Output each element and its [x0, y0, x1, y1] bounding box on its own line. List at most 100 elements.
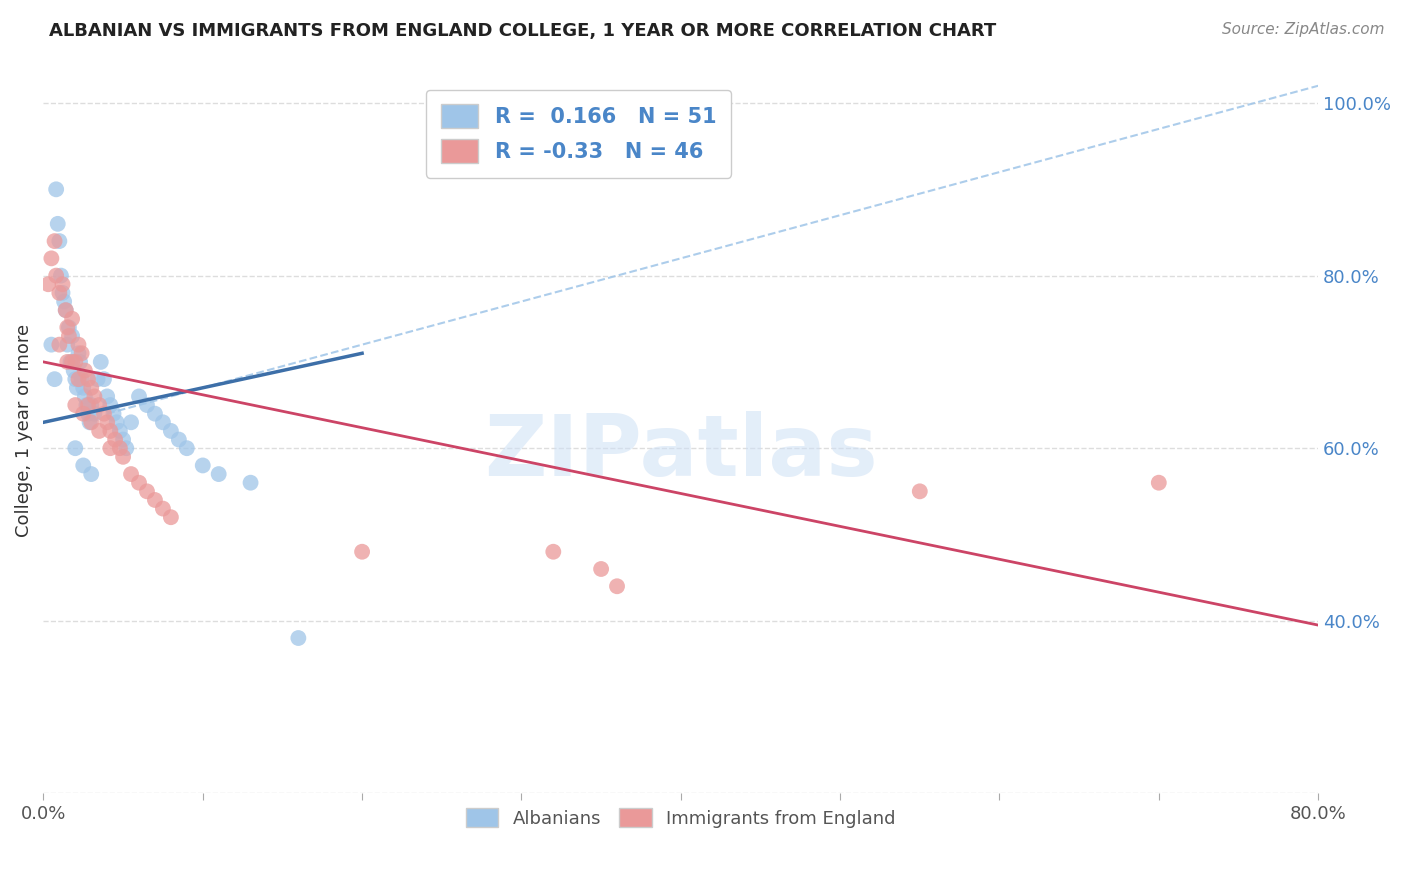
Point	[143, 492, 166, 507]
Point	[152, 415, 174, 429]
Point	[160, 424, 183, 438]
Point	[80, 398, 103, 412]
Point	[75, 398, 97, 412]
Point	[93, 407, 115, 421]
Point	[51, 277, 73, 292]
Point	[46, 217, 69, 231]
Point	[136, 484, 159, 499]
Point	[103, 407, 125, 421]
Point	[49, 268, 72, 283]
Point	[77, 407, 100, 421]
Point	[72, 458, 94, 473]
Point	[89, 424, 111, 438]
Y-axis label: College, 1 year or more: College, 1 year or more	[15, 325, 32, 538]
Point	[60, 311, 83, 326]
Point	[239, 475, 262, 490]
Point	[86, 372, 108, 386]
Point	[136, 398, 159, 412]
Legend: Albanians, Immigrants from England: Albanians, Immigrants from England	[458, 801, 903, 835]
Point	[89, 398, 111, 412]
Point	[58, 320, 80, 334]
Point	[115, 441, 138, 455]
Point	[80, 467, 103, 481]
Point	[48, 337, 70, 351]
Point	[58, 329, 80, 343]
Point	[62, 363, 84, 377]
Point	[45, 268, 67, 283]
Point	[72, 381, 94, 395]
Point	[128, 389, 150, 403]
Point	[108, 424, 131, 438]
Point	[128, 475, 150, 490]
Point	[98, 424, 121, 438]
Text: Source: ZipAtlas.com: Source: ZipAtlas.com	[1222, 22, 1385, 37]
Point	[48, 285, 70, 300]
Point	[73, 363, 96, 377]
Point	[44, 234, 66, 248]
Point	[66, 381, 89, 395]
Point	[160, 510, 183, 524]
Point	[55, 303, 77, 318]
Point	[67, 372, 90, 386]
Point	[83, 407, 105, 421]
Point	[51, 285, 73, 300]
Point	[908, 484, 931, 499]
Point	[287, 631, 309, 645]
Point	[55, 303, 77, 318]
Point	[77, 398, 100, 412]
Point	[80, 415, 103, 429]
Point	[77, 372, 100, 386]
Point	[93, 372, 115, 386]
Point	[37, 277, 59, 292]
Point	[65, 372, 87, 386]
Point	[208, 467, 231, 481]
Point	[120, 415, 142, 429]
Point	[543, 545, 565, 559]
Point	[60, 329, 83, 343]
Point	[41, 337, 63, 351]
Point	[143, 407, 166, 421]
Point	[73, 389, 96, 403]
Point	[72, 407, 94, 421]
Point	[83, 389, 105, 403]
Text: ALBANIAN VS IMMIGRANTS FROM ENGLAND COLLEGE, 1 YEAR OR MORE CORRELATION CHART: ALBANIAN VS IMMIGRANTS FROM ENGLAND COLL…	[49, 22, 997, 40]
Point	[98, 441, 121, 455]
Point	[56, 355, 79, 369]
Point	[48, 234, 70, 248]
Point	[65, 398, 87, 412]
Point	[67, 337, 90, 351]
Point	[67, 346, 90, 360]
Point	[79, 415, 101, 429]
Point	[167, 433, 190, 447]
Point	[56, 320, 79, 334]
Point	[591, 562, 613, 576]
Point	[44, 372, 66, 386]
Point	[352, 545, 374, 559]
Point	[112, 433, 135, 447]
Point	[120, 467, 142, 481]
Point	[59, 355, 82, 369]
Point	[53, 294, 76, 309]
Point	[45, 182, 67, 196]
Point	[176, 441, 198, 455]
Point	[65, 441, 87, 455]
Point	[56, 337, 79, 351]
Point	[70, 346, 93, 360]
Point	[98, 398, 121, 412]
Point	[606, 579, 628, 593]
Point	[104, 433, 127, 447]
Point	[65, 355, 87, 369]
Point	[90, 355, 112, 369]
Point	[112, 450, 135, 464]
Point	[152, 501, 174, 516]
Text: ZIPatlas: ZIPatlas	[484, 411, 877, 494]
Point	[108, 441, 131, 455]
Point	[191, 458, 214, 473]
Point	[60, 355, 83, 369]
Point	[96, 415, 118, 429]
Point	[105, 415, 128, 429]
Point	[80, 381, 103, 395]
Point	[96, 389, 118, 403]
Point	[69, 355, 91, 369]
Point	[70, 372, 93, 386]
